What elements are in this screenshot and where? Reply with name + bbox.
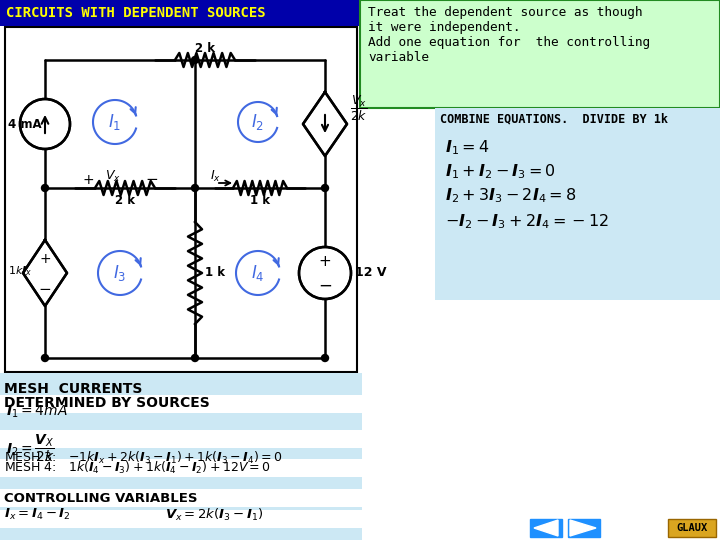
Text: −: − xyxy=(39,282,51,298)
FancyBboxPatch shape xyxy=(322,92,328,156)
Text: $\boldsymbol{I}_2 + 3\boldsymbol{I}_3 - 2\boldsymbol{I}_4 = 8$: $\boldsymbol{I}_2 + 3\boldsymbol{I}_3 - … xyxy=(445,187,577,205)
Circle shape xyxy=(42,354,48,361)
FancyBboxPatch shape xyxy=(0,430,362,448)
Text: 12 V: 12 V xyxy=(355,267,387,280)
Circle shape xyxy=(322,185,328,192)
Circle shape xyxy=(192,354,199,361)
FancyBboxPatch shape xyxy=(0,459,362,477)
Text: $\it{I}_2$: $\it{I}_2$ xyxy=(251,112,264,132)
Text: $\it{I}_4$: $\it{I}_4$ xyxy=(251,263,265,283)
Text: MESH 4:   $1k(\boldsymbol{I}_4 - \boldsymbol{I}_3) + 1k(\boldsymbol{I}_4 - \bold: MESH 4: $1k(\boldsymbol{I}_4 - \boldsymb… xyxy=(4,460,271,476)
Text: GLAUX: GLAUX xyxy=(676,523,708,533)
Text: $\dfrac{V_x}{2k}$: $\dfrac{V_x}{2k}$ xyxy=(350,93,368,123)
Text: 2 k: 2 k xyxy=(115,194,135,207)
FancyBboxPatch shape xyxy=(0,510,362,528)
Text: Treat the dependent source as though
it were independent.
Add one equation for  : Treat the dependent source as though it … xyxy=(368,6,650,64)
FancyBboxPatch shape xyxy=(360,0,720,108)
FancyBboxPatch shape xyxy=(42,240,48,306)
Text: COMBINE EQUATIONS.  DIVIDE BY 1k: COMBINE EQUATIONS. DIVIDE BY 1k xyxy=(440,112,668,125)
Text: +: + xyxy=(39,252,51,266)
FancyBboxPatch shape xyxy=(435,108,720,130)
Text: $\boldsymbol{I}_1 = 4mA$: $\boldsymbol{I}_1 = 4mA$ xyxy=(6,404,68,421)
FancyBboxPatch shape xyxy=(0,373,362,540)
FancyBboxPatch shape xyxy=(0,0,360,26)
FancyBboxPatch shape xyxy=(668,519,716,537)
Circle shape xyxy=(192,57,199,64)
Text: −: − xyxy=(145,172,158,187)
FancyBboxPatch shape xyxy=(435,130,720,300)
Text: CIRCUITS WITH DEPENDENT SOURCES: CIRCUITS WITH DEPENDENT SOURCES xyxy=(6,6,266,20)
Text: −: − xyxy=(318,277,332,295)
Text: 1 k: 1 k xyxy=(250,194,270,207)
Text: $\boldsymbol{V}_x = 2k(\boldsymbol{I}_3 - \boldsymbol{I}_1)$: $\boldsymbol{V}_x = 2k(\boldsymbol{I}_3 … xyxy=(165,507,264,523)
Text: $\boldsymbol{I}_2 = \dfrac{\boldsymbol{V}_X}{2k}$: $\boldsymbol{I}_2 = \dfrac{\boldsymbol{V… xyxy=(6,432,55,464)
Polygon shape xyxy=(534,520,558,536)
FancyBboxPatch shape xyxy=(0,395,362,413)
Circle shape xyxy=(322,354,328,361)
Text: $1k\boldsymbol{I}_x$: $1k\boldsymbol{I}_x$ xyxy=(8,264,32,278)
FancyBboxPatch shape xyxy=(568,519,600,537)
Text: MESH  CURRENTS: MESH CURRENTS xyxy=(4,382,143,396)
FancyBboxPatch shape xyxy=(0,489,362,507)
Polygon shape xyxy=(570,520,596,536)
FancyBboxPatch shape xyxy=(5,27,357,372)
Text: MESH 3:   $-1k\boldsymbol{I}_x + 2k(\boldsymbol{I}_3 - \boldsymbol{I}_1) + 1k(\b: MESH 3: $-1k\boldsymbol{I}_x + 2k(\bolds… xyxy=(4,450,282,466)
Text: DETERMINED BY SOURCES: DETERMINED BY SOURCES xyxy=(4,396,210,410)
FancyBboxPatch shape xyxy=(530,519,562,537)
Circle shape xyxy=(299,247,351,299)
Text: $\it{I}_1$: $\it{I}_1$ xyxy=(109,112,122,132)
Circle shape xyxy=(42,185,48,192)
Text: $\boldsymbol{I}_x = \boldsymbol{I}_4 - \boldsymbol{I}_2$: $\boldsymbol{I}_x = \boldsymbol{I}_4 - \… xyxy=(4,507,71,522)
Text: $-\boldsymbol{I}_2 - \boldsymbol{I}_3 + 2\boldsymbol{I}_4 = -12$: $-\boldsymbol{I}_2 - \boldsymbol{I}_3 + … xyxy=(445,213,609,231)
Circle shape xyxy=(192,185,199,192)
Text: CONTROLLING VARIABLES: CONTROLLING VARIABLES xyxy=(4,492,197,505)
Polygon shape xyxy=(303,92,347,156)
Text: 1 k: 1 k xyxy=(205,267,225,280)
FancyBboxPatch shape xyxy=(322,247,328,299)
Text: $V_x$: $V_x$ xyxy=(105,168,121,184)
Text: 4 mA: 4 mA xyxy=(8,118,42,131)
Text: $\boldsymbol{I}_1 = 4$: $\boldsymbol{I}_1 = 4$ xyxy=(445,139,490,157)
FancyBboxPatch shape xyxy=(43,98,47,150)
Text: +: + xyxy=(319,254,331,269)
Text: +: + xyxy=(82,173,94,187)
Circle shape xyxy=(20,99,70,149)
Polygon shape xyxy=(23,240,67,306)
Text: $\it{I}_3$: $\it{I}_3$ xyxy=(113,263,127,283)
Text: $I_x$: $I_x$ xyxy=(210,168,221,184)
Text: $\boldsymbol{I}_1 + \boldsymbol{I}_2 - \boldsymbol{I}_3 = 0$: $\boldsymbol{I}_1 + \boldsymbol{I}_2 - \… xyxy=(445,163,556,181)
Text: 2 k: 2 k xyxy=(195,43,215,56)
